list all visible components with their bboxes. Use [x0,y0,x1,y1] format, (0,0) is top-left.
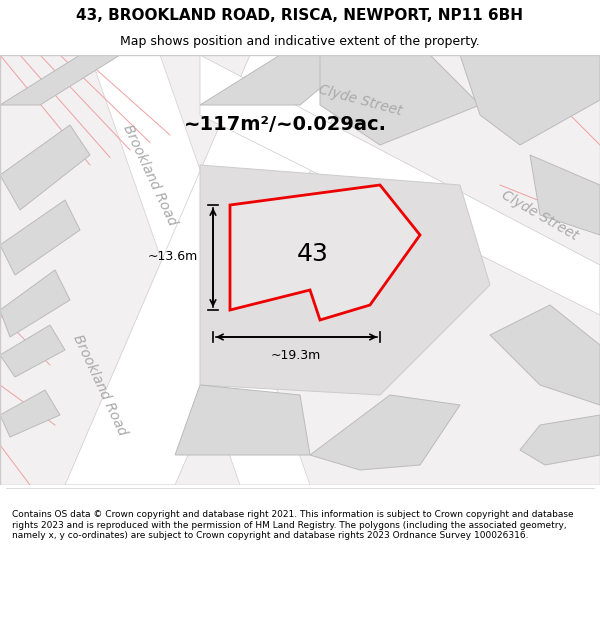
Text: Clyde Street: Clyde Street [317,82,403,118]
Polygon shape [65,55,360,485]
Polygon shape [0,270,70,337]
Polygon shape [200,55,360,105]
Text: ~19.3m: ~19.3m [271,349,321,362]
Text: Contains OS data © Crown copyright and database right 2021. This information is : Contains OS data © Crown copyright and d… [12,510,574,540]
Polygon shape [0,200,80,275]
Polygon shape [520,415,600,465]
Polygon shape [0,55,600,485]
Polygon shape [0,55,600,485]
Polygon shape [320,55,480,145]
Polygon shape [0,55,120,105]
Polygon shape [0,125,90,210]
Polygon shape [200,165,490,395]
Polygon shape [490,305,600,405]
Polygon shape [460,55,600,145]
Text: Map shows position and indicative extent of the property.: Map shows position and indicative extent… [120,35,480,48]
Polygon shape [0,390,60,437]
Polygon shape [175,385,310,455]
Polygon shape [200,55,600,315]
Polygon shape [0,325,65,377]
Text: Brookland Road: Brookland Road [121,122,179,228]
Polygon shape [310,395,460,470]
Text: 43, BROOKLAND ROAD, RISCA, NEWPORT, NP11 6BH: 43, BROOKLAND ROAD, RISCA, NEWPORT, NP11… [77,8,523,23]
Text: ~117m²/~0.029ac.: ~117m²/~0.029ac. [184,116,386,134]
Text: ~13.6m: ~13.6m [148,251,198,264]
Text: 43: 43 [297,242,329,266]
Polygon shape [530,155,600,235]
Polygon shape [90,55,310,485]
Text: Brookland Road: Brookland Road [70,332,130,437]
Polygon shape [230,185,420,320]
Text: Clyde Street: Clyde Street [499,188,581,242]
